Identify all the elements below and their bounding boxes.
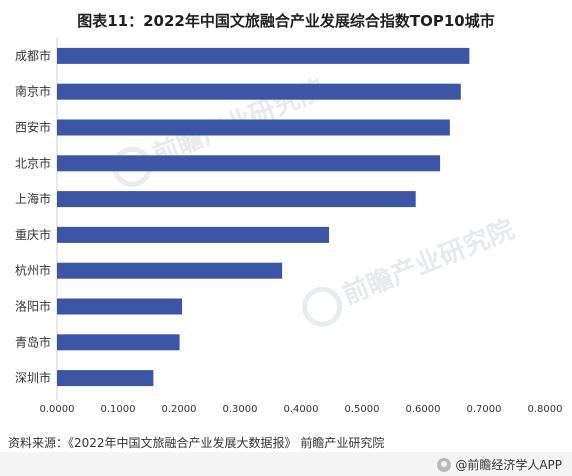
bar-3 xyxy=(57,119,450,136)
y-tick-label: 杭州市 xyxy=(15,263,51,278)
x-tick-label: 0.1000 xyxy=(101,404,136,415)
y-tick-label: 重庆市 xyxy=(15,227,51,242)
brand-text: @前瞻经济学人APP xyxy=(455,458,562,472)
y-tick-label: 青岛市 xyxy=(15,334,51,349)
x-tick-label: 0.8000 xyxy=(528,404,563,415)
y-tick-label: 成都市 xyxy=(15,48,51,63)
chart-title: 图表11：2022年中国文旅融合产业发展综合指数TOP10城市 xyxy=(77,12,495,30)
footer-bar xyxy=(0,452,572,476)
bar-7 xyxy=(57,262,283,279)
y-tick-label: 洛阳市 xyxy=(15,299,51,314)
bar-5 xyxy=(57,191,416,208)
x-tick-label: 0.0000 xyxy=(40,404,75,415)
bar-4 xyxy=(57,155,441,172)
y-tick-label: 西安市 xyxy=(15,120,51,135)
bar-8 xyxy=(57,298,183,315)
x-tick-label: 0.3000 xyxy=(223,404,258,415)
source-note: 资料来源：《2022年中国文旅融合产业发展大数据报》 前瞻产业研究院 xyxy=(8,436,385,450)
bar-2 xyxy=(57,83,461,100)
y-tick-label: 上海市 xyxy=(15,191,51,206)
x-tick-label: 0.2000 xyxy=(162,404,197,415)
bar-9 xyxy=(57,334,180,351)
bar-6 xyxy=(57,226,330,243)
bar-1 xyxy=(57,47,470,64)
y-tick-label: 南京市 xyxy=(15,84,51,99)
y-tick-label: 深圳市 xyxy=(15,370,51,385)
x-tick-label: 0.4000 xyxy=(284,404,319,415)
y-tick-label: 北京市 xyxy=(15,155,51,170)
brand-label: @前瞻经济学人APP xyxy=(437,456,562,473)
x-tick-label: 0.7000 xyxy=(467,404,502,415)
bar-10 xyxy=(57,370,154,387)
x-tick-label: 0.6000 xyxy=(406,404,441,415)
brand-logo-icon xyxy=(437,457,452,472)
x-tick-label: 0.5000 xyxy=(345,404,380,415)
